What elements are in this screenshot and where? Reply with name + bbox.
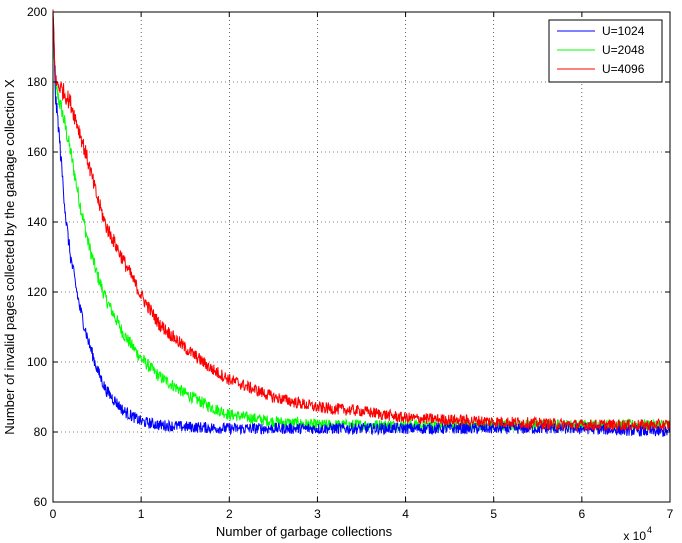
y-tick-label: 120 (27, 285, 47, 299)
y-tick-label: 200 (27, 5, 47, 19)
x-tick-label: 7 (667, 507, 674, 521)
ticks: 0 1 2 3 4 5 6 7 60 80 100 120 140 160 180 200 (27, 5, 674, 521)
series-line-U=1024 (52, 15, 671, 437)
y-axis-label: Number of invalid pages collected by the… (2, 79, 17, 435)
x-tick-label: 5 (490, 507, 497, 521)
x-exponent-power: 4 (647, 525, 652, 535)
x-tick-label: 0 (50, 507, 57, 521)
legend-label: U=1024 (602, 24, 645, 38)
series-line-U=4096 (52, 9, 671, 432)
x-exponent: x 10 (623, 529, 646, 543)
y-tick-label: 160 (27, 145, 47, 159)
y-tick-label: 60 (34, 495, 48, 509)
plot-frame (52, 11, 671, 503)
legend-label: U=4096 (602, 62, 645, 76)
y-tick-label: 180 (27, 75, 47, 89)
x-tick-label: 4 (402, 507, 409, 521)
y-tick-label: 80 (34, 425, 48, 439)
legend-label: U=2048 (602, 43, 645, 57)
y-tick-label: 100 (27, 355, 47, 369)
x-tick-label: 6 (579, 507, 586, 521)
legend-box (548, 19, 663, 83)
x-tick-label: 2 (226, 507, 233, 521)
x-tick-label: 3 (314, 507, 321, 521)
series-layer (52, 9, 671, 437)
x-tick-label: 1 (138, 507, 145, 521)
x-axis-label: Number of garbage collections (216, 524, 393, 539)
legend: U=1024 U=2048 U=4096 (548, 19, 663, 83)
y-tick-label: 140 (27, 215, 47, 229)
